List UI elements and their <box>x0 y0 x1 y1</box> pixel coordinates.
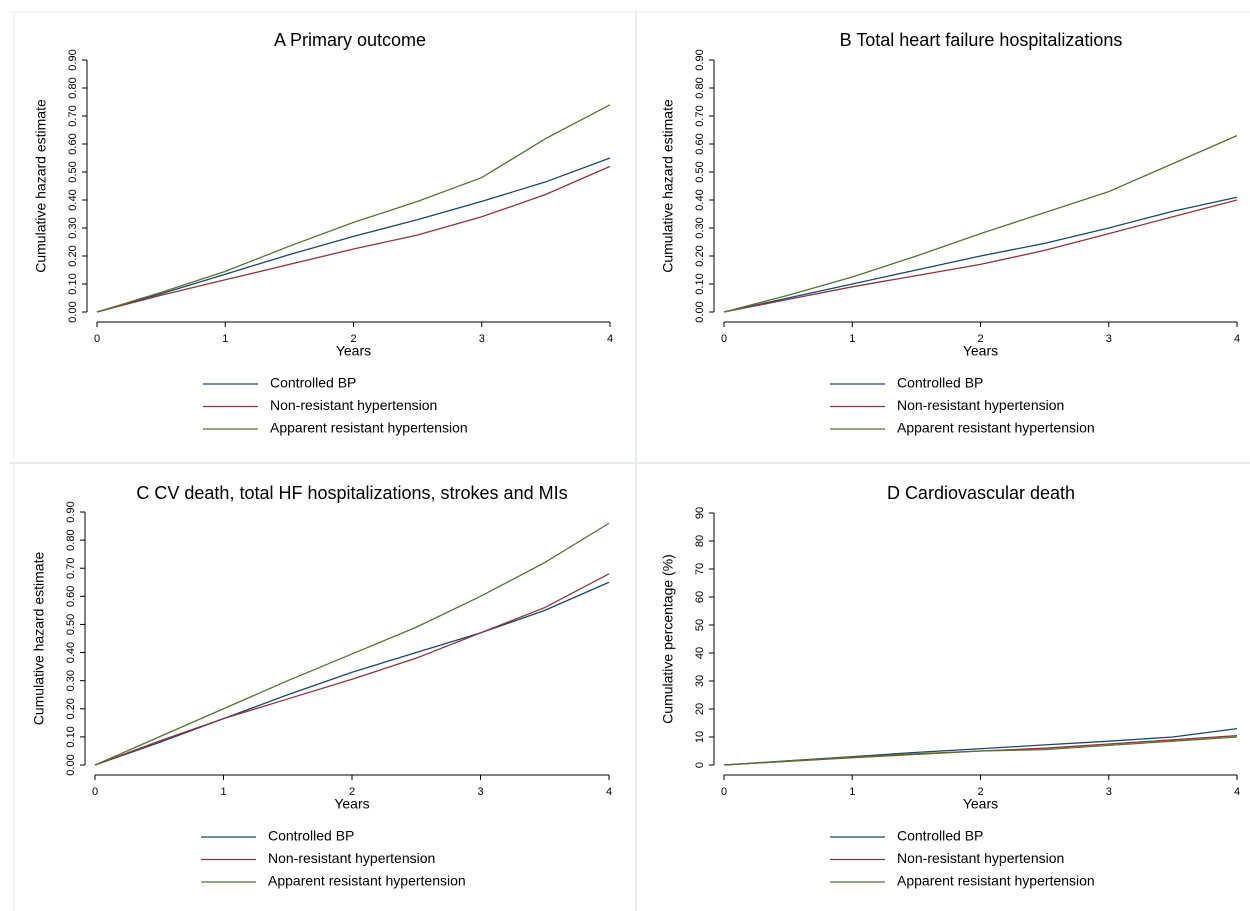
y-tick-label: 0.10 <box>65 726 77 747</box>
legend-label: Apparent resistant hypertension <box>270 420 468 436</box>
y-tick-label: 0.60 <box>65 586 77 607</box>
y-tick-label: 40 <box>694 647 706 659</box>
y-tick-label: 0.80 <box>65 529 77 550</box>
y-tick-label: 30 <box>694 675 706 687</box>
x-tick-label: 2 <box>977 333 983 345</box>
y-tick-label: 0.80 <box>694 77 706 98</box>
chart-title: B Total heart failure hospitalizations <box>840 30 1123 50</box>
y-tick-label: 50 <box>694 619 706 631</box>
y-tick-label: 0.30 <box>67 217 79 238</box>
series-line <box>723 727 1238 766</box>
y-axis-label: Cumulative hazard estimate <box>660 99 676 273</box>
x-tick-label: 0 <box>721 786 727 798</box>
legend-label: Apparent resistant hypertension <box>897 420 1095 436</box>
y-tick-label: 0.50 <box>67 161 79 182</box>
x-tick-label: 1 <box>222 333 228 345</box>
series-line <box>96 165 611 313</box>
series-line <box>96 157 611 313</box>
y-tick-label: 0.30 <box>65 670 77 691</box>
y-tick-label: 0.90 <box>65 501 77 522</box>
y-tick-label: 0.50 <box>65 614 77 635</box>
x-tick-label: 0 <box>92 786 98 798</box>
y-tick-label: 0.90 <box>694 49 706 70</box>
y-tick-label: 20 <box>694 703 706 715</box>
y-tick-label: 70 <box>694 563 706 575</box>
x-tick-label: 0 <box>94 333 100 345</box>
y-axis-label: Cumulative percentage (%) <box>660 554 676 724</box>
x-tick-label: 2 <box>350 333 356 345</box>
x-axis-label: Years <box>336 343 371 359</box>
y-tick-label: 0.10 <box>694 273 706 294</box>
series-line <box>723 196 1238 313</box>
y-tick-label: 0.00 <box>65 754 77 775</box>
x-axis-label: Years <box>334 796 369 812</box>
x-tick-label: 4 <box>607 333 613 345</box>
series-line <box>94 581 610 766</box>
legend-label: Non-resistant hypertension <box>268 850 435 866</box>
y-axis-label: Cumulative hazard estimate <box>33 99 49 273</box>
x-tick-label: 3 <box>1106 333 1112 345</box>
y-tick-label: 90 <box>694 507 706 519</box>
legend-label: Non-resistant hypertension <box>897 850 1064 866</box>
series-line <box>723 135 1238 313</box>
x-tick-label: 3 <box>479 333 485 345</box>
y-tick-label: 80 <box>694 535 706 547</box>
x-tick-label: 1 <box>849 333 855 345</box>
y-tick-label: 0.70 <box>67 105 79 126</box>
legend-label: Controlled BP <box>270 375 356 391</box>
x-tick-label: 1 <box>849 786 855 798</box>
x-tick-label: 0 <box>721 333 727 345</box>
y-tick-label: 0 <box>694 762 706 768</box>
y-tick-label: 0.70 <box>694 105 706 126</box>
y-tick-label: 0.90 <box>67 49 79 70</box>
x-axis-label: Years <box>963 796 998 812</box>
y-tick-label: 60 <box>694 591 706 603</box>
x-tick-label: 4 <box>1234 333 1240 345</box>
legend-label: Controlled BP <box>268 828 354 844</box>
x-tick-label: 2 <box>977 786 983 798</box>
y-tick-label: 0.40 <box>67 189 79 210</box>
x-axis-label: Years <box>963 343 998 359</box>
y-tick-label: 0.00 <box>694 301 706 322</box>
legend-label: Non-resistant hypertension <box>270 397 437 413</box>
y-tick-label: 0.00 <box>67 301 79 322</box>
x-tick-label: 2 <box>349 786 355 798</box>
chart-title: A Primary outcome <box>274 30 426 50</box>
y-tick-label: 0.50 <box>694 161 706 182</box>
series-line <box>723 736 1238 766</box>
legend-label: Non-resistant hypertension <box>897 397 1064 413</box>
y-tick-label: 0.20 <box>67 245 79 266</box>
y-tick-label: 0.80 <box>67 77 79 98</box>
series-line <box>94 573 610 766</box>
y-tick-label: 0.40 <box>65 642 77 663</box>
x-tick-label: 4 <box>1234 786 1240 798</box>
series-line <box>94 522 610 766</box>
y-tick-label: 0.10 <box>67 273 79 294</box>
chart-title: D Cardiovascular death <box>887 483 1075 503</box>
y-tick-label: 0.40 <box>694 189 706 210</box>
x-tick-label: 1 <box>220 786 226 798</box>
y-tick-label: 0.60 <box>67 133 79 154</box>
legend-label: Controlled BP <box>897 375 983 391</box>
legend-label: Apparent resistant hypertension <box>268 873 466 889</box>
x-tick-label: 3 <box>1106 786 1112 798</box>
y-tick-label: 10 <box>694 731 706 743</box>
chart-title: C CV death, total HF hospitalizations, s… <box>136 483 567 503</box>
y-tick-label: 0.70 <box>65 558 77 579</box>
x-tick-label: 4 <box>606 786 612 798</box>
series-line <box>96 104 611 313</box>
y-tick-label: 0.20 <box>65 698 77 719</box>
y-tick-label: 0.30 <box>694 217 706 238</box>
y-axis-label: Cumulative hazard estimate <box>31 552 47 726</box>
series-line <box>723 199 1238 313</box>
x-tick-label: 3 <box>477 786 483 798</box>
legend-label: Apparent resistant hypertension <box>897 873 1095 889</box>
y-tick-label: 0.60 <box>694 133 706 154</box>
legend-label: Controlled BP <box>897 828 983 844</box>
y-tick-label: 0.20 <box>694 245 706 266</box>
